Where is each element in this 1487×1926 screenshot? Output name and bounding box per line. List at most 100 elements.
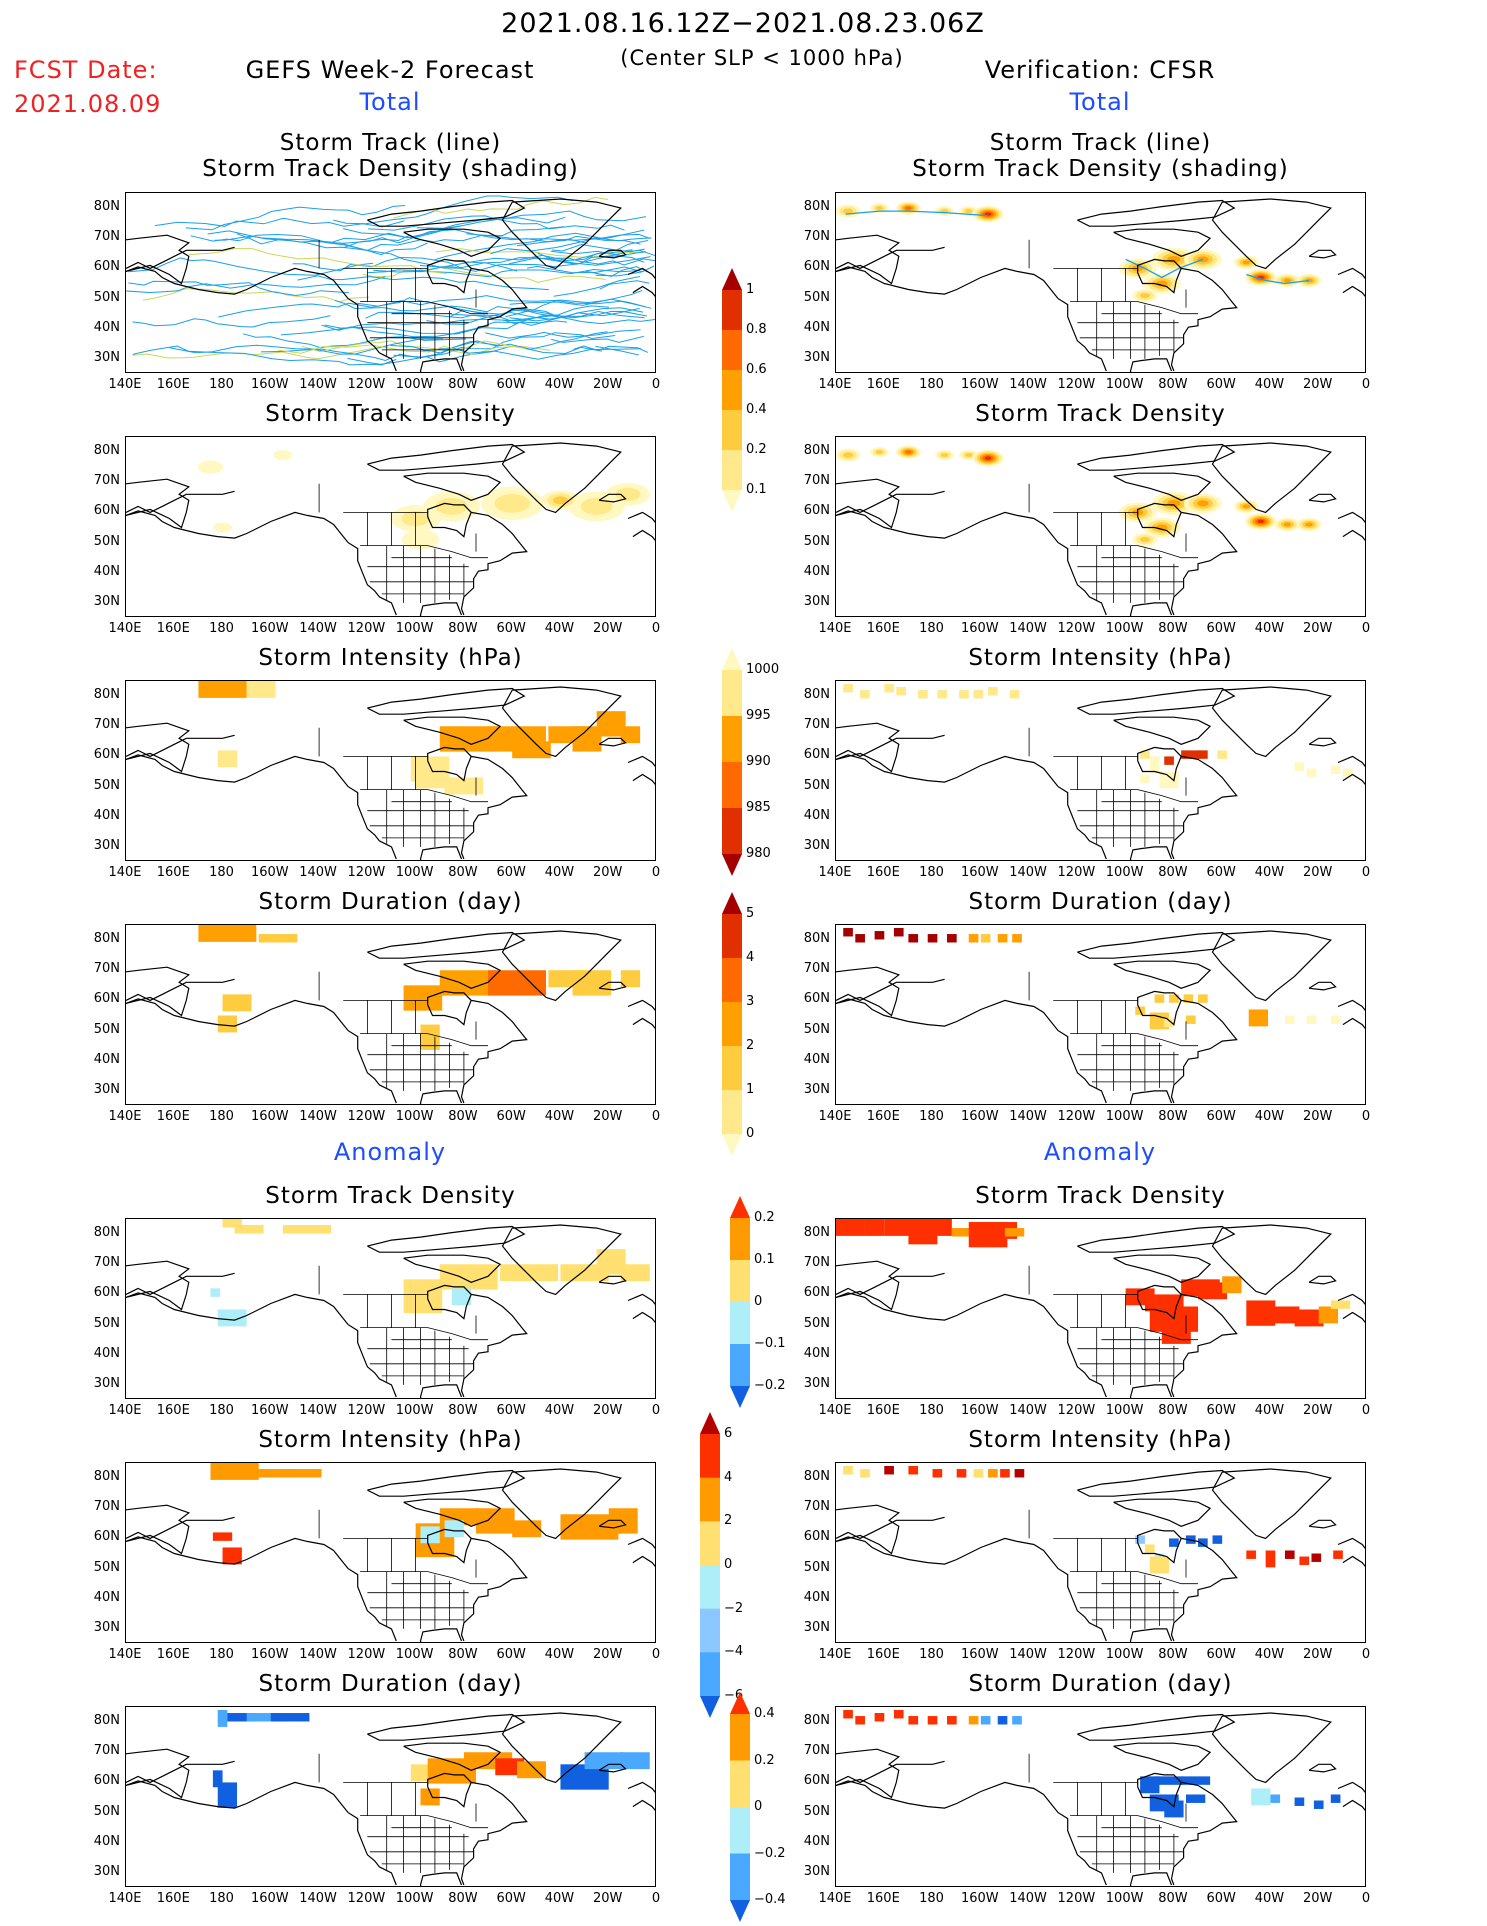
lon-tick-label: 0: [651, 1891, 661, 1906]
grid-cell: [860, 1469, 870, 1478]
storm-track-line: [366, 249, 633, 274]
lat-tick-label: 80N: [93, 1225, 120, 1241]
storm-track-line: [435, 248, 644, 258]
colorbar-segment: [730, 1714, 750, 1761]
lon-tick-label: 60W: [496, 1647, 526, 1662]
grid-cell: [1251, 1788, 1271, 1806]
lon-tick-label: 180: [209, 1891, 234, 1906]
grid-cell: [918, 690, 928, 699]
lon-tick-label: 0: [1361, 1891, 1371, 1906]
lat-tick-label: 80N: [803, 1225, 830, 1241]
lon-tick-label: 40W: [1254, 377, 1285, 392]
grid-cell: [927, 1716, 938, 1725]
density-blob: [1197, 500, 1209, 507]
lat-tick-label: 70N: [93, 717, 120, 733]
lon-tick-label: 180: [209, 621, 234, 636]
lat-tick-label: 50N: [93, 1315, 120, 1331]
lat-tick-label: 70N: [803, 229, 830, 245]
storm-track-line: [292, 256, 518, 272]
density-blob: [965, 209, 973, 214]
colorbar-segment: [730, 1853, 750, 1901]
lat-tick-label: 50N: [93, 777, 120, 793]
lon-tick-label: 40W: [1254, 1647, 1285, 1662]
lon-tick-label: 160W: [960, 1109, 999, 1124]
colorbar-segment: [700, 1434, 720, 1479]
lon-tick-label: 120W: [1057, 1647, 1096, 1662]
panel-title: Storm Intensity (hPa): [258, 645, 523, 671]
storm-track-line: [508, 256, 651, 266]
grid-cell: [980, 934, 991, 943]
lon-tick-label: 80W: [448, 1647, 478, 1662]
grid-cell: [884, 684, 894, 693]
lon-tick-label: 60W: [1206, 1109, 1236, 1124]
coastlines: [836, 1468, 1365, 1642]
lat-tick-label: 80N: [803, 1713, 830, 1729]
density-blob: [843, 208, 854, 214]
density-blob: [1242, 260, 1251, 265]
lon-tick-label: 80W: [1158, 1891, 1188, 1906]
grid-cell: [843, 1710, 853, 1719]
lat-tick-label: 60N: [93, 1773, 120, 1789]
map-panel: [125, 1706, 656, 1887]
lon-tick-label: 120W: [347, 1647, 386, 1662]
lon-tick-label: 60W: [1206, 1891, 1236, 1906]
grid-cell: [584, 1752, 624, 1770]
colorbar-segment: [722, 762, 742, 809]
colorbar-label: 980: [746, 846, 771, 861]
panel-title: Storm Track Density: [265, 401, 516, 427]
grid-cell: [855, 934, 865, 943]
lon-tick-label: 20W: [593, 1647, 623, 1662]
grid-cell: [947, 934, 957, 943]
lat-tick-label: 50N: [803, 1315, 830, 1331]
lat-tick-label: 80N: [803, 443, 830, 459]
map-panel: [125, 436, 656, 617]
density-blob: [940, 453, 949, 458]
map-panel: [835, 680, 1366, 861]
grid-cell: [1246, 1550, 1256, 1559]
storm-track-line: [343, 228, 588, 244]
lon-tick-label: 0: [651, 1403, 661, 1418]
grid-cell: [608, 1508, 638, 1534]
lat-tick-label: 60N: [93, 747, 120, 763]
lon-tick-label: 60W: [496, 377, 526, 392]
colorbar-segment: [730, 1760, 750, 1808]
colorbar-label: 985: [746, 800, 771, 815]
density-blob: [1305, 278, 1313, 283]
colorbar-segment: [722, 716, 742, 763]
colorbar-segment: [730, 1302, 750, 1345]
storm-track-line: [301, 340, 551, 356]
fcst-date-value: 2021.08.09: [14, 90, 162, 118]
storm-track-line: [128, 280, 350, 297]
storm-track-line: [132, 345, 397, 366]
grid-cell: [1222, 1276, 1242, 1294]
grid-cell: [217, 1782, 238, 1808]
grid-cell: [973, 1469, 984, 1478]
lon-tick-label: 140W: [299, 621, 337, 636]
storm-track-line: [132, 315, 331, 328]
grid-cell: [512, 741, 551, 759]
lat-tick-label: 50N: [803, 1021, 830, 1037]
storm-track-line: [154, 217, 405, 228]
grid-cell: [620, 970, 641, 988]
grid-cell: [512, 1520, 542, 1538]
lat-tick-label: 40N: [93, 1051, 120, 1067]
lat-tick-label: 50N: [803, 533, 830, 549]
lat-tick-label: 50N: [803, 1559, 830, 1575]
grid-cell: [246, 1713, 286, 1722]
grid-cell: [1294, 762, 1305, 771]
grid-cell: [884, 1466, 894, 1475]
lon-tick-label: 20W: [593, 621, 623, 636]
lon-tick-label: 80W: [1158, 1403, 1188, 1418]
lon-tick-label: 140W: [299, 1403, 337, 1418]
colorbar-label: 4: [724, 1469, 733, 1485]
lon-tick-label: 40W: [544, 1403, 575, 1418]
lat-tick-label: 50N: [93, 533, 120, 549]
lon-tick-label: 160E: [156, 1891, 190, 1906]
lon-tick-label: 20W: [1303, 1891, 1333, 1906]
lat-tick-label: 80N: [803, 199, 830, 215]
lon-tick-label: 160E: [866, 377, 900, 392]
grid-cell: [444, 777, 484, 795]
colorbar-label: −0.2: [754, 1845, 786, 1861]
lon-tick-label: 140W: [299, 1109, 337, 1124]
lon-tick-label: 140W: [1009, 621, 1047, 636]
